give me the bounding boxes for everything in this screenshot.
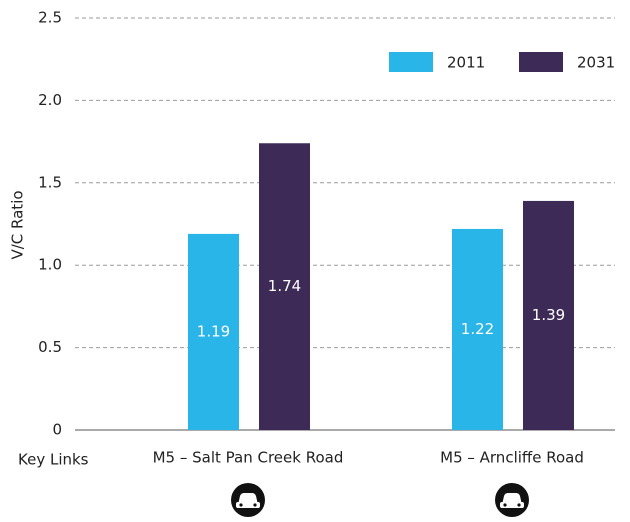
value-label: 1.39 bbox=[532, 306, 565, 324]
x-axis-label: Key Links bbox=[18, 451, 89, 469]
x-tick-label: M5 – Arncliffe Road bbox=[440, 449, 584, 467]
y-tick-label: 2.0 bbox=[38, 91, 62, 109]
bar bbox=[259, 143, 310, 431]
y-tick-label: 0.5 bbox=[38, 338, 62, 356]
y-tick-label: 1.5 bbox=[38, 173, 62, 191]
car-icon bbox=[495, 483, 529, 517]
bar bbox=[523, 200, 574, 430]
y-axis-label: V/C Ratio bbox=[9, 190, 27, 259]
legend-swatch bbox=[519, 52, 563, 72]
car-icon bbox=[231, 483, 265, 517]
bar bbox=[452, 228, 503, 430]
legend-label: 2031 bbox=[577, 54, 615, 72]
x-tick-label: M5 – Salt Pan Creek Road bbox=[153, 449, 344, 467]
bar bbox=[188, 233, 239, 430]
y-tick-label: 2.5 bbox=[38, 9, 62, 27]
value-label: 1.22 bbox=[461, 320, 494, 338]
y-tick-label: 1.0 bbox=[38, 256, 62, 274]
y-tick-label: 0 bbox=[52, 421, 62, 439]
value-label: 1.74 bbox=[268, 277, 301, 295]
legend-swatch bbox=[389, 52, 433, 72]
legend-label: 2011 bbox=[447, 54, 485, 72]
value-label: 1.19 bbox=[197, 322, 230, 340]
